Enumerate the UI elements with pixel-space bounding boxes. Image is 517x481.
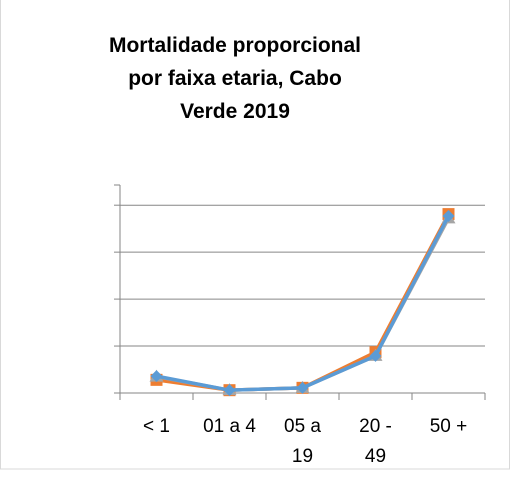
series-line [156, 215, 451, 392]
x-tick-label: < 1 [143, 416, 170, 437]
marker [223, 384, 236, 397]
chart-border [0, 0, 510, 470]
x-tick-label: 05 a 19 [284, 416, 321, 467]
chart-title: Mortalidade proporcional por faixa etaria… [109, 34, 361, 123]
series-line [156, 217, 451, 392]
marker [369, 349, 382, 362]
marker [150, 370, 163, 383]
x-tick-label: 50 + [430, 416, 468, 437]
x-tick-label: 01 a 4 [203, 416, 256, 437]
marker [296, 381, 309, 394]
x-tick-label: 20 -49 [359, 416, 392, 467]
marker [442, 209, 455, 222]
